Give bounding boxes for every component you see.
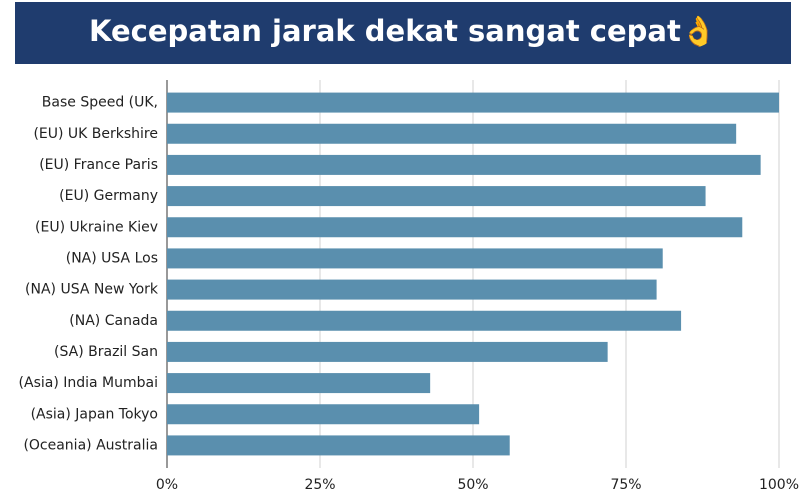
title-banner (15, 2, 791, 64)
bar (167, 217, 743, 238)
y-tick-label: (Asia) Japan Tokyo (31, 406, 158, 422)
bar (167, 154, 761, 175)
y-tick-label: (NA) Canada (69, 313, 158, 329)
y-tick-label: (Oceania) Australia (23, 437, 158, 453)
y-tick-label: (EU) France Paris (39, 157, 158, 173)
y-tick-label: (NA) USA New York (25, 282, 159, 298)
x-tick-label: 100% (759, 477, 799, 493)
bar (167, 92, 779, 113)
x-tick-label: 0% (156, 477, 178, 493)
y-tick-label: (SA) Brazil San (54, 344, 158, 360)
y-tick-label: (EU) UK Berkshire (33, 126, 158, 142)
y-tick-label: (EU) Germany (59, 188, 158, 204)
bar (167, 279, 657, 300)
y-tick-label: (EU) Ukraine Kiev (35, 219, 158, 235)
bar (167, 373, 431, 394)
bar (167, 435, 510, 456)
x-tick-label: 75% (610, 477, 641, 493)
bar (167, 248, 663, 269)
x-tick-label: 25% (304, 477, 335, 493)
chart-title: Kecepatan jarak dekat sangat cepat👌 (89, 14, 717, 48)
y-tick-label: Base Speed (UK, (42, 95, 158, 111)
bar (167, 310, 682, 331)
bar (167, 341, 608, 362)
bar (167, 186, 706, 207)
y-tick-label: (Asia) India Mumbai (19, 375, 158, 391)
y-tick-label: (NA) USA Los (66, 250, 158, 266)
x-tick-label: 50% (457, 477, 488, 493)
bar (167, 123, 737, 144)
bar (167, 404, 480, 425)
